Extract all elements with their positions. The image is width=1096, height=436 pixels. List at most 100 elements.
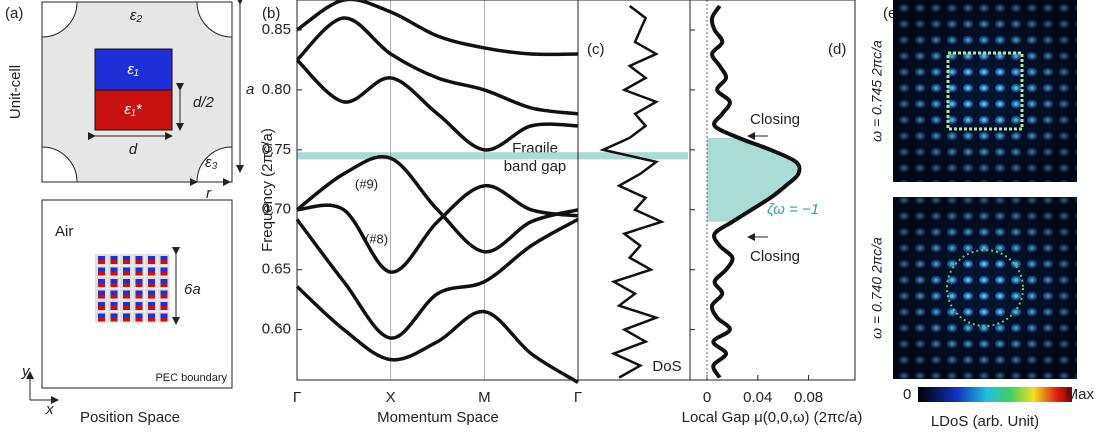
eps1-cell [123, 302, 130, 306]
band-line [295, 217, 579, 340]
gap-line [709, 4, 802, 379]
eps1-star-cell [135, 306, 143, 310]
eps1-cell [123, 313, 130, 318]
x-tick-label: 0.08 [794, 389, 823, 406]
eps1-star-cell [123, 283, 130, 287]
eps1-star-cell [98, 260, 105, 264]
eps1-cell [135, 302, 143, 306]
eps1-star-cell [135, 260, 143, 264]
eps1-star-cell [110, 306, 118, 310]
eps1-cell [135, 267, 143, 272]
eps1-star-block [94, 89, 173, 131]
eps1-cell [98, 279, 105, 283]
y-label: y [21, 363, 31, 380]
x-tick-label: 0 [703, 389, 711, 406]
eps1-star-cell [160, 294, 168, 299]
y-tick-label: 0.65 [262, 261, 291, 278]
x-tick-label: Γ [293, 389, 301, 406]
r-label: r [206, 185, 212, 202]
band-line [296, 184, 579, 274]
eps1-cell [160, 290, 168, 295]
eps1-cell [110, 302, 118, 306]
ldos-map [893, 197, 1077, 379]
panel-label: (a) [5, 5, 23, 22]
eps1-star-cell [148, 306, 155, 310]
eps1-star-cell [98, 294, 105, 299]
eps1-cell [160, 267, 168, 272]
y-tick-label: 0.85 [262, 21, 291, 38]
eps1-star-label: ε₁* [124, 101, 142, 118]
annotation: Closing [750, 248, 800, 265]
eps1-star-cell [98, 283, 105, 287]
axes-frame [296, 0, 579, 381]
eps1-cell [98, 302, 105, 306]
eps1-cell [148, 313, 155, 318]
dos-line [599, 4, 665, 379]
eps1-star-cell [148, 294, 155, 299]
eps1-star-cell [148, 271, 155, 276]
eps1-star-cell [110, 283, 118, 287]
colorbar-max: Max [1066, 386, 1095, 403]
annotation: Closing [750, 111, 800, 128]
eps1-star-cell [160, 271, 168, 276]
eps1-cell [160, 256, 168, 260]
colorbar-min: 0 [903, 386, 911, 403]
gap-fill [707, 137, 799, 222]
eps1-cell [98, 313, 105, 318]
eps1-star-cell [135, 283, 143, 287]
lattice [95, 254, 170, 323]
eps1-cell [110, 279, 118, 283]
eps1-cell [148, 267, 155, 272]
eps1-star-cell [98, 271, 105, 276]
y-tick-label: 0.75 [262, 141, 291, 158]
air-label: Air [55, 223, 73, 240]
eps1-cell [148, 302, 155, 306]
y-axis-title: Frequency (2πc/a) [259, 128, 276, 252]
eps1-star-cell [160, 260, 168, 264]
eps1-star-cell [98, 317, 105, 322]
y-tick-label: 0.70 [262, 201, 291, 218]
boundary-label: PEC boundary [155, 372, 227, 384]
eps1-star-cell [110, 271, 118, 276]
eps1-cell [148, 256, 155, 260]
y-tick-label: 0.60 [262, 321, 291, 338]
d-label: d [129, 141, 138, 158]
eps1-cell [148, 290, 155, 295]
ldos-label: ω = 0.745 2πc/a [869, 40, 885, 142]
colorbar-title: LDoS (arb. Unit) [931, 413, 1039, 430]
x-tick-label: M [478, 389, 491, 406]
eps1-star-cell [160, 306, 168, 310]
eps1-star-cell [110, 317, 118, 322]
eps1-label: ε₁ [127, 61, 139, 78]
unit-cell-title: Unit-cell [7, 65, 24, 119]
dos-label: DoS [652, 358, 681, 375]
eps1-cell [123, 256, 130, 260]
band-line [295, 285, 579, 384]
annotation: (#9) [355, 176, 378, 191]
a-label: a [246, 81, 254, 98]
eps1-star-cell [148, 260, 155, 264]
cell-border [41, 1, 233, 183]
eps1-star-cell [123, 306, 130, 310]
band-line [295, 155, 579, 254]
band-line [296, 0, 579, 57]
eps1-cell [110, 267, 118, 272]
position-title: Position Space [80, 409, 180, 426]
ldos-map [893, 0, 1077, 182]
eps1-cell [148, 279, 155, 283]
eps1-cell [123, 279, 130, 283]
x-tick-label: 0.04 [743, 389, 772, 406]
eps1-cell [110, 256, 118, 260]
eps1-star-cell [148, 283, 155, 287]
eps1-cell [98, 267, 105, 272]
x-axis-title: Local Gap μ(0,0,ω) (2πc/a) [682, 409, 863, 426]
ldos-label: ω = 0.740 2πc/a [869, 237, 885, 339]
eps1-star-cell [160, 317, 168, 322]
x-label: x [45, 401, 54, 418]
eps1-star-cell [110, 260, 118, 264]
eps1-star-cell [160, 283, 168, 287]
annotation: ζω = −1 [767, 201, 819, 218]
eps1-cell [135, 279, 143, 283]
half-d-label: d/2 [193, 94, 215, 111]
